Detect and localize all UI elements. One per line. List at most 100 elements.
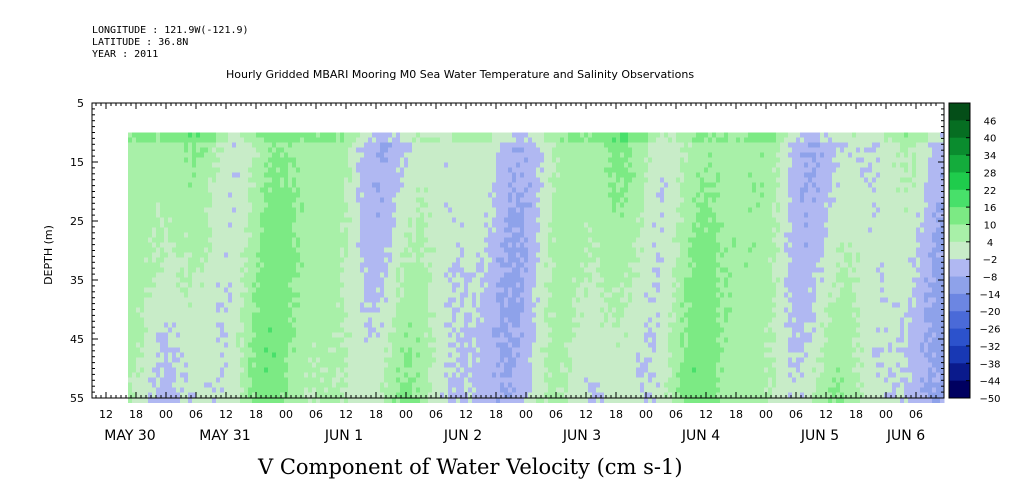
heatmap-cell bbox=[460, 227, 465, 233]
latitude-label: LATITUDE : 36.8N bbox=[92, 37, 189, 48]
heatmap-cell bbox=[336, 227, 341, 233]
heatmap-cell bbox=[360, 257, 365, 263]
heatmap-cell bbox=[496, 177, 501, 183]
heatmap-cell bbox=[384, 332, 389, 338]
heatmap-cell bbox=[412, 177, 417, 183]
heatmap-cell bbox=[476, 397, 481, 403]
heatmap-cell bbox=[140, 372, 145, 378]
heatmap-cell bbox=[444, 352, 449, 358]
heatmap-cell bbox=[164, 237, 169, 243]
heatmap-cell bbox=[324, 292, 329, 298]
heatmap-cell bbox=[260, 202, 265, 208]
heatmap-cell bbox=[404, 397, 409, 403]
heatmap-cell bbox=[172, 167, 177, 173]
heatmap-cell bbox=[340, 132, 345, 138]
heatmap-cell bbox=[388, 267, 393, 273]
heatmap-cell bbox=[288, 147, 293, 153]
heatmap-cell bbox=[436, 197, 441, 203]
heatmap-cell bbox=[416, 137, 421, 143]
heatmap-cell bbox=[380, 267, 385, 273]
heatmap-cell bbox=[188, 187, 193, 193]
heatmap-cell bbox=[244, 342, 249, 348]
heatmap-cell bbox=[260, 362, 265, 368]
heatmap-cell bbox=[396, 277, 401, 283]
heatmap-cell bbox=[184, 327, 189, 333]
heatmap-cell bbox=[452, 142, 457, 148]
heatmap-cell bbox=[312, 147, 317, 153]
heatmap-cell bbox=[372, 392, 377, 398]
heatmap-cell bbox=[132, 142, 137, 148]
heatmap-cell bbox=[200, 307, 205, 313]
heatmap-cell bbox=[164, 172, 169, 178]
heatmap-cell bbox=[464, 242, 469, 248]
heatmap-cell bbox=[276, 292, 281, 298]
heatmap-cell bbox=[380, 162, 385, 168]
heatmap-cell bbox=[208, 147, 213, 153]
heatmap-cell bbox=[492, 242, 497, 248]
heatmap-cell bbox=[392, 392, 397, 398]
heatmap-cell bbox=[272, 332, 277, 338]
heatmap-cell bbox=[348, 252, 353, 258]
heatmap-cell bbox=[312, 272, 317, 278]
heatmap-cell bbox=[432, 272, 437, 278]
heatmap-cell bbox=[224, 267, 229, 273]
heatmap-cell bbox=[468, 152, 473, 158]
heatmap-cell bbox=[168, 397, 173, 403]
heatmap-cell bbox=[208, 392, 213, 398]
heatmap-cell bbox=[296, 382, 301, 388]
heatmap-cell bbox=[424, 162, 429, 168]
heatmap-cell bbox=[176, 272, 181, 278]
heatmap-cell bbox=[452, 177, 457, 183]
heatmap-cell bbox=[308, 162, 313, 168]
heatmap-cell bbox=[260, 302, 265, 308]
heatmap-cell bbox=[256, 287, 261, 293]
heatmap-cell bbox=[388, 187, 393, 193]
heatmap-cell bbox=[296, 137, 301, 143]
heatmap-cell bbox=[400, 142, 405, 148]
heatmap-cell bbox=[264, 362, 269, 368]
heatmap-cell bbox=[320, 222, 325, 228]
heatmap-cell bbox=[300, 247, 305, 253]
heatmap-cell bbox=[404, 357, 409, 363]
heatmap-cell bbox=[456, 227, 461, 233]
heatmap-cell bbox=[484, 162, 489, 168]
heatmap-cell bbox=[468, 287, 473, 293]
heatmap-cell bbox=[312, 322, 317, 328]
heatmap-cell bbox=[136, 292, 141, 298]
heatmap-cell bbox=[492, 152, 497, 158]
heatmap-cell bbox=[344, 302, 349, 308]
heatmap-cell bbox=[176, 262, 181, 268]
heatmap-cell bbox=[292, 157, 297, 163]
heatmap-cell bbox=[252, 132, 257, 138]
heatmap-cell bbox=[132, 357, 137, 363]
heatmap-cell bbox=[328, 337, 333, 343]
heatmap-cell bbox=[396, 237, 401, 243]
heatmap-cell bbox=[492, 327, 497, 333]
heatmap-cell bbox=[316, 377, 321, 383]
heatmap-cell bbox=[152, 297, 157, 303]
heatmap-cell bbox=[268, 287, 273, 293]
heatmap-cell bbox=[260, 157, 265, 163]
heatmap-cell bbox=[140, 162, 145, 168]
heatmap-cell bbox=[356, 252, 361, 258]
heatmap-cell bbox=[384, 252, 389, 258]
heatmap-cell bbox=[424, 167, 429, 173]
heatmap-cell bbox=[132, 227, 137, 233]
heatmap-cell bbox=[472, 362, 477, 368]
heatmap-cell bbox=[392, 222, 397, 228]
heatmap-cell bbox=[268, 352, 273, 358]
heatmap-cell bbox=[484, 152, 489, 158]
heatmap-cell bbox=[188, 227, 193, 233]
heatmap-cell bbox=[400, 217, 405, 223]
heatmap-cell bbox=[184, 212, 189, 218]
heatmap-cell bbox=[480, 352, 485, 358]
heatmap-cell bbox=[300, 282, 305, 288]
heatmap-cell bbox=[168, 342, 173, 348]
heatmap-cell bbox=[332, 152, 337, 158]
heatmap-cell bbox=[148, 252, 153, 258]
heatmap-cell bbox=[192, 392, 197, 398]
heatmap-cell bbox=[180, 387, 185, 393]
heatmap-cell bbox=[244, 237, 249, 243]
heatmap-cell bbox=[212, 157, 217, 163]
heatmap-cell bbox=[476, 147, 481, 153]
